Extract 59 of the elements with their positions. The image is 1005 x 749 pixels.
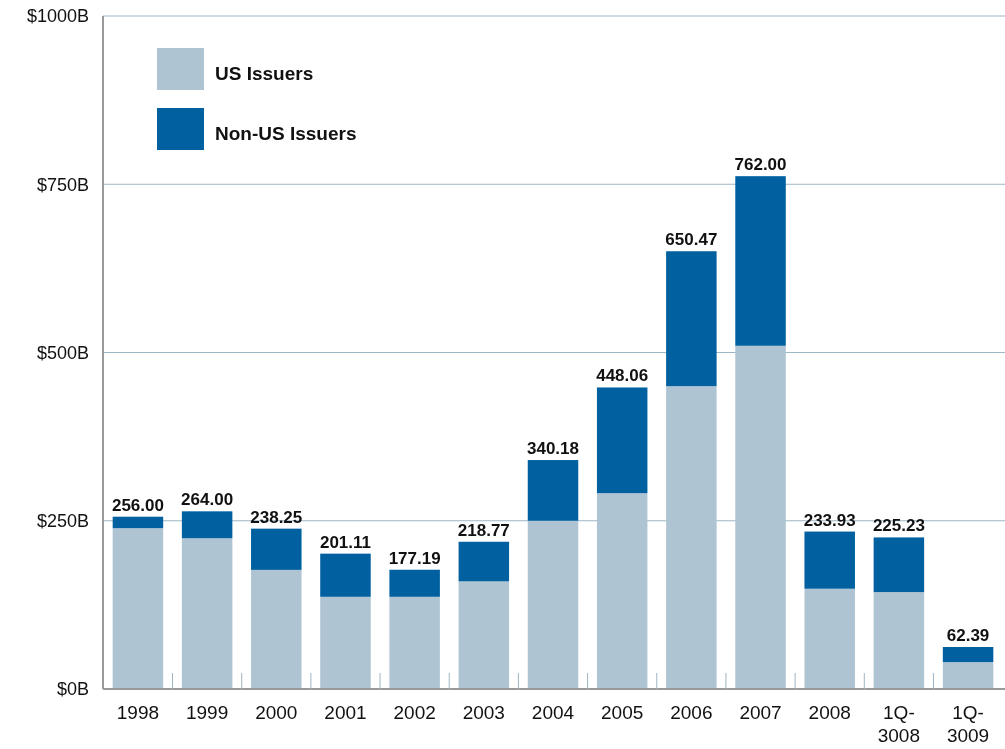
bar (666, 251, 717, 387)
bar (873, 537, 925, 593)
bar (596, 493, 648, 689)
bar (112, 516, 164, 529)
total-label: 340.18 (527, 439, 579, 459)
bar (251, 528, 302, 570)
x-tick-label: 2003 (462, 702, 505, 723)
bar (873, 592, 925, 689)
bar (112, 528, 164, 689)
total-label: 177.19 (388, 548, 441, 568)
bar (251, 569, 302, 689)
y-tick-label: $500B (36, 342, 89, 363)
total-label: 201.11 (319, 532, 371, 552)
x-tick-label: 1999 (185, 702, 229, 723)
bar (320, 553, 371, 597)
bar (527, 520, 579, 689)
bar (804, 531, 855, 589)
y-tick-label: $750B (36, 174, 89, 195)
x-tick-label: 2001 (324, 702, 367, 723)
bar (389, 596, 440, 689)
bar (320, 596, 371, 689)
x-tick-label: 2008 (808, 702, 851, 723)
bar (666, 386, 717, 689)
x-tick-label: 1Q-3008 (877, 702, 921, 746)
total-label: 264.00 (181, 490, 234, 510)
total-label: 218.77 (457, 520, 510, 540)
x-tick-label: 1Q-3009 (946, 702, 990, 746)
bar (458, 541, 510, 582)
y-tick-label: $250B (36, 511, 89, 532)
total-label: 448.06 (596, 366, 649, 386)
total-label: 762.00 (734, 155, 787, 175)
x-tick-label: 2002 (393, 702, 436, 723)
bar (527, 460, 579, 521)
bar (942, 647, 994, 663)
bar (181, 511, 233, 539)
legend-label: US Issuers (215, 63, 314, 84)
bar (458, 581, 510, 689)
x-tick-label: 2007 (739, 702, 782, 723)
bar (735, 345, 786, 689)
x-tick-label: 2005 (601, 702, 644, 723)
legend-label: Non-US Issuers (215, 123, 357, 144)
total-label: 225.23 (872, 516, 925, 536)
total-label: 238.25 (250, 507, 303, 527)
total-label: 256.00 (111, 495, 164, 515)
bar (596, 387, 648, 494)
x-tick-label: 1998 (116, 702, 160, 723)
y-tick-label: $1000B (26, 6, 89, 27)
y-tick-label: $0B (56, 679, 89, 700)
bar (181, 538, 233, 689)
bar (942, 662, 994, 689)
bar (804, 588, 855, 689)
x-tick-label: 2004 (531, 702, 575, 723)
total-label: 62.39 (946, 626, 990, 646)
bar (735, 176, 786, 346)
x-tick-label: 2000 (255, 702, 298, 723)
total-label: 233.93 (803, 510, 856, 530)
bar (389, 569, 440, 597)
total-label: 650.47 (665, 230, 718, 250)
x-tick-label: 2006 (670, 702, 713, 723)
